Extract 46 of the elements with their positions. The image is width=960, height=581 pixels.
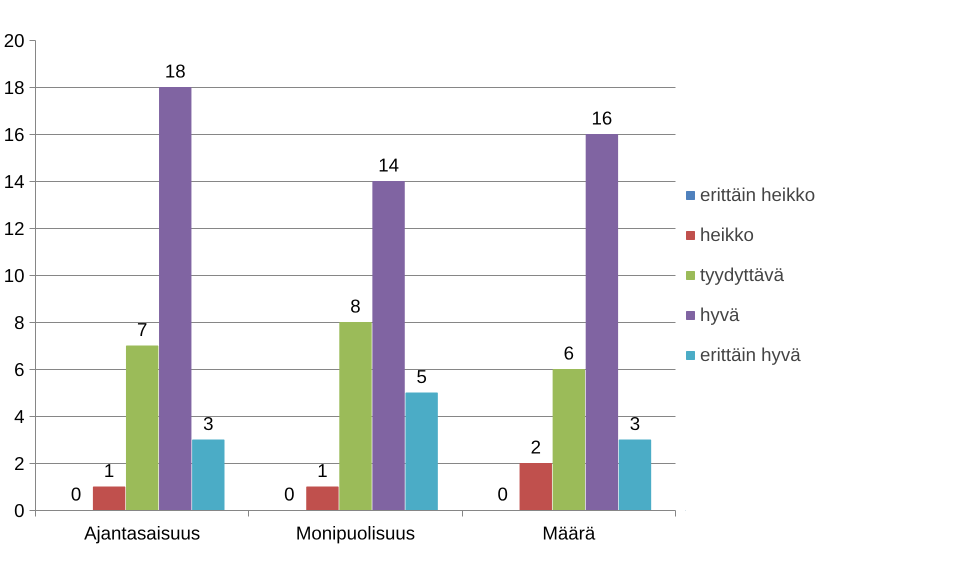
bar bbox=[618, 440, 652, 510]
data-label: 1 bbox=[317, 460, 328, 481]
y-tick-label: 20 bbox=[4, 30, 25, 51]
y-tick-label: 8 bbox=[14, 312, 25, 333]
data-label: 8 bbox=[350, 296, 361, 316]
data-label: 0 bbox=[284, 484, 295, 504]
legend-label: erittäin heikko bbox=[700, 184, 816, 206]
x-tick-label: Määrä bbox=[542, 522, 596, 544]
y-tick-label: 0 bbox=[14, 500, 25, 521]
y-tick-label: 6 bbox=[14, 359, 25, 380]
y-tick-label: 18 bbox=[4, 77, 25, 98]
legend-label: erittäin hyvä bbox=[700, 344, 801, 366]
y-tick-label: 14 bbox=[4, 171, 25, 192]
data-label: 3 bbox=[630, 413, 640, 434]
bar bbox=[159, 87, 192, 510]
data-label: 18 bbox=[164, 60, 186, 82]
x-tick-label: Monipuolisuus bbox=[296, 522, 416, 544]
bar bbox=[552, 369, 586, 510]
data-label: 3 bbox=[203, 413, 214, 434]
y-tick-label: 2 bbox=[14, 453, 25, 474]
y-tick-label: 12 bbox=[4, 218, 25, 239]
bar bbox=[126, 346, 158, 510]
data-label: 5 bbox=[416, 366, 427, 387]
data-label: 1 bbox=[104, 460, 114, 481]
data-label: 2 bbox=[530, 436, 541, 458]
data-label: 7 bbox=[136, 319, 148, 340]
y-tick-label: 4 bbox=[14, 406, 25, 427]
bar bbox=[520, 463, 552, 510]
data-label: 16 bbox=[592, 108, 612, 128]
y-tick-label: 16 bbox=[4, 124, 25, 145]
data-label: 14 bbox=[378, 154, 399, 176]
bar bbox=[339, 322, 372, 510]
data-label: 6 bbox=[564, 342, 574, 364]
data-label: 0 bbox=[498, 484, 508, 504]
bar bbox=[306, 486, 339, 510]
legend-label: tyydyttävä bbox=[700, 264, 784, 286]
legend-label: heikko bbox=[700, 224, 754, 246]
legend-label: hyvä bbox=[700, 304, 740, 326]
bar bbox=[372, 181, 405, 510]
bar bbox=[92, 486, 126, 510]
bar bbox=[405, 392, 438, 510]
bar bbox=[586, 134, 618, 510]
y-tick-label: 10 bbox=[4, 265, 25, 286]
data-label: 0 bbox=[70, 484, 82, 504]
x-tick-label: Ajantasaisuus bbox=[84, 522, 200, 544]
bar bbox=[192, 440, 225, 510]
